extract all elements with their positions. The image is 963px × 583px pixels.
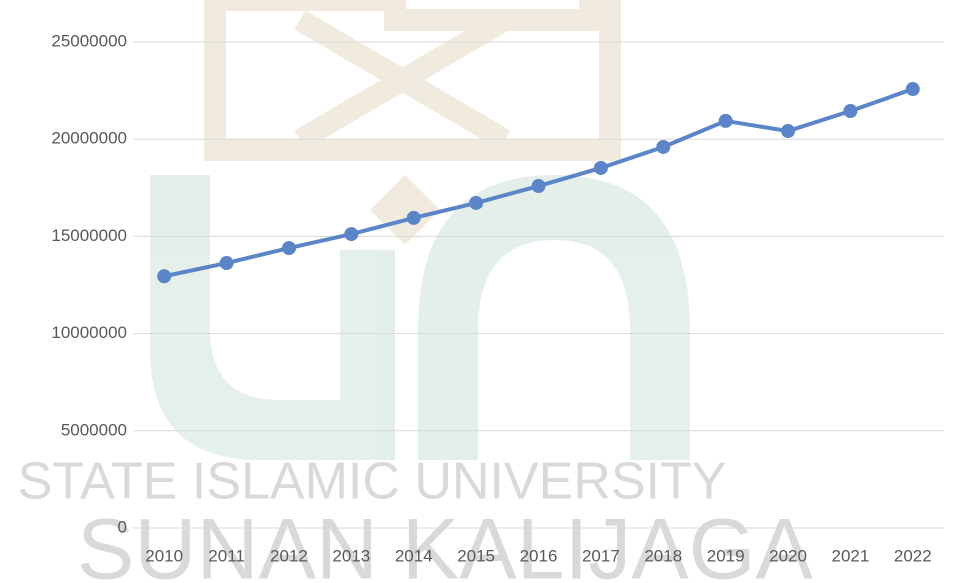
marker xyxy=(157,269,171,283)
marker xyxy=(469,196,483,210)
x-tick-label: 2013 xyxy=(332,546,370,565)
x-tick-label: 2022 xyxy=(894,546,932,565)
marker xyxy=(719,114,733,128)
x-tick-label: 2015 xyxy=(457,546,495,565)
marker xyxy=(781,124,795,138)
marker xyxy=(220,256,234,270)
x-tick-label: 2021 xyxy=(832,546,870,565)
page: {"chart_data": {"type": "line", "categor… xyxy=(0,0,963,583)
marker xyxy=(843,104,857,118)
watermark-text: SUNAN KALIJAGA xyxy=(77,502,814,583)
marker xyxy=(906,82,920,96)
x-tick-label: 2020 xyxy=(769,546,807,565)
x-tick-label: 2018 xyxy=(644,546,682,565)
watermark-logo xyxy=(150,0,690,460)
marker xyxy=(594,161,608,175)
x-tick-label: 2014 xyxy=(395,546,433,565)
chart: STATE ISLAMIC UNIVERSITY SUNAN KALIJAGA … xyxy=(0,0,963,583)
marker xyxy=(532,179,546,193)
marker xyxy=(282,241,296,255)
x-tick-label: 2012 xyxy=(270,546,308,565)
y-tick-label: 0 xyxy=(118,517,127,536)
x-tick-label: 2011 xyxy=(208,546,245,565)
y-tick-label: 5000000 xyxy=(61,420,127,439)
marker xyxy=(656,140,670,154)
y-tick-label: 20000000 xyxy=(51,129,127,148)
x-tick-label: 2016 xyxy=(520,546,558,565)
y-tick-label: 15000000 xyxy=(51,226,127,245)
marker xyxy=(407,211,421,225)
x-tick-label: 2017 xyxy=(582,546,620,565)
marker xyxy=(344,227,358,241)
x-tick-label: 2019 xyxy=(707,546,745,565)
y-tick-label: 10000000 xyxy=(51,323,127,342)
y-tick-label: 25000000 xyxy=(51,31,127,50)
x-tick-label: 2010 xyxy=(145,546,183,565)
